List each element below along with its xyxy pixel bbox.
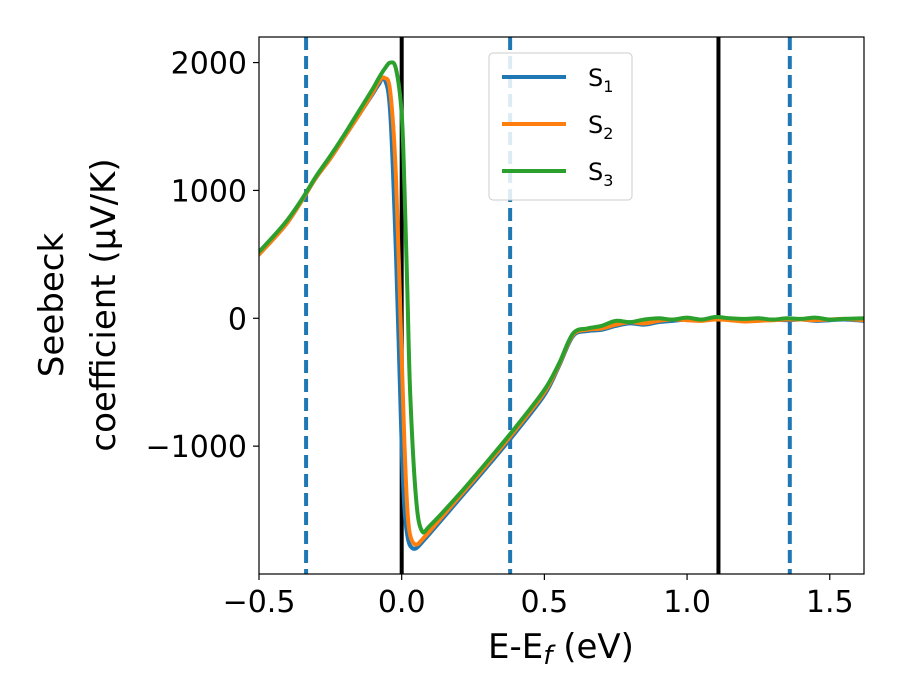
legend-label-s2: S2: [588, 111, 613, 143]
y-axis-ticks: −1000 0 1000 2000: [146, 47, 259, 465]
y-axis-title-line1: Seebeck: [32, 233, 72, 378]
x-tick-label: −0.5: [223, 585, 296, 620]
x-tick-label: 1.0: [663, 585, 711, 620]
legend-label-s3-sub: 3: [603, 171, 613, 190]
series-lines: [259, 60, 864, 551]
legend-label-s3-main: S: [588, 158, 603, 186]
legend-label-s1: S1: [588, 64, 613, 96]
legend-frame: [488, 52, 633, 201]
y-tick-label: 2000: [171, 47, 247, 82]
x-axis-title-unit: (eV): [552, 627, 634, 667]
legend-label-s3: S3: [588, 158, 613, 190]
legend-label-s1-main: S: [588, 64, 603, 92]
y-tick-label: −1000: [146, 430, 247, 465]
y-tick-label: 1000: [171, 174, 247, 209]
plot-frame: [258, 36, 865, 575]
x-tick-label: 1.5: [806, 585, 854, 620]
y-axis-title-line2: coefficient (μV/K): [84, 158, 124, 451]
x-axis-title-main: E-E: [488, 627, 543, 667]
x-tick-label: 0.5: [521, 585, 569, 620]
legend-label-s2-main: S: [588, 111, 603, 139]
x-axis-title: E-Ef (eV): [488, 627, 634, 671]
legend-label-s2-sub: 2: [603, 124, 613, 143]
legend-entry-s2: S2: [502, 111, 613, 143]
legend-entry-s3: S3: [502, 158, 613, 190]
legend-label-s1-sub: 1: [603, 77, 613, 96]
legend-entry-s1: S1: [502, 64, 613, 96]
y-tick-label: 0: [228, 302, 247, 337]
x-tick-label: 0.0: [378, 585, 426, 620]
legend: S1 S2 S3: [488, 52, 633, 201]
series-line-s3: [259, 60, 864, 535]
x-axis-ticks: −0.5 0.0 0.5 1.0 1.5: [223, 574, 854, 620]
